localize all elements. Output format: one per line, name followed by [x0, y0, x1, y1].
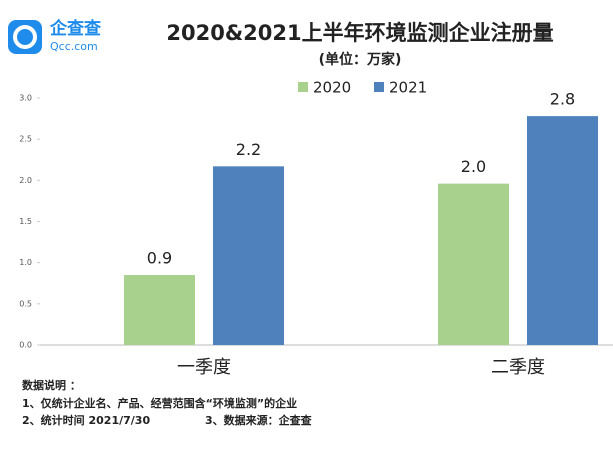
legend-label: 2020 [313, 79, 351, 97]
chart-subtitle: (单位：万家) [319, 51, 402, 68]
y-tick-label: 0.5 [19, 299, 32, 308]
legend-swatch [298, 82, 308, 92]
brand-url: Qcc.com [50, 40, 98, 53]
value-label: 0.9 [147, 249, 172, 268]
note: 1、仅统计企业名、产品、经营范围含“环境监测”的企业 [22, 396, 297, 410]
x-tick-label: 二季度 [491, 357, 545, 378]
y-tick-label: 2.0 [19, 176, 32, 185]
legend-swatch [374, 82, 384, 92]
value-label: 2.8 [550, 90, 575, 109]
y-tick-label: 2.5 [19, 135, 32, 144]
note: 3、数据来源：企查查 [205, 413, 312, 427]
logo-icon [8, 20, 42, 54]
logo-mark [13, 25, 37, 49]
brand-name: 企查查 [49, 18, 102, 39]
bar [438, 183, 509, 345]
bar [124, 275, 195, 345]
y-tick-label: 3.0 [19, 94, 32, 103]
legend-label: 2021 [389, 79, 427, 97]
value-label: 2.2 [236, 140, 261, 159]
y-tick-label: 0.0 [19, 341, 32, 350]
note: 2、统计时间 2021/7/30 [22, 413, 150, 427]
value-label: 2.0 [461, 157, 486, 176]
x-tick-label: 一季度 [177, 357, 231, 378]
bar [527, 116, 598, 345]
y-tick-label: 1.0 [19, 258, 32, 267]
note: 数据说明 ： [22, 378, 81, 392]
chart-title: 2020&2021上半年环境监测企业注册量 [166, 21, 553, 45]
y-tick-label: 1.5 [19, 217, 32, 226]
bar [213, 166, 284, 345]
